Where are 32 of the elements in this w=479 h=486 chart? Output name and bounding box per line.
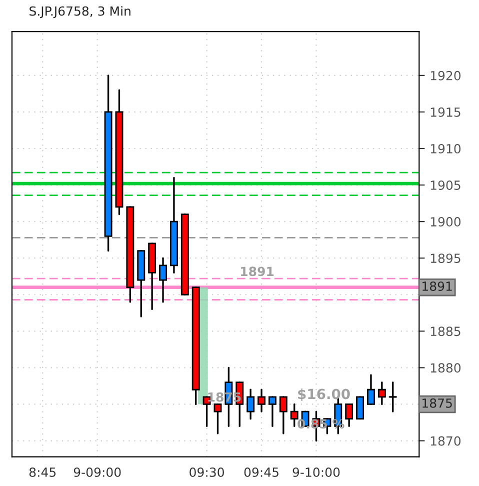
annotation: $16.00 xyxy=(298,388,350,402)
annotation: 1875 xyxy=(422,398,452,408)
x-tick-label: 8:45 xyxy=(29,467,56,477)
candlestick xyxy=(356,396,364,420)
candlestick xyxy=(258,388,266,412)
candlestick xyxy=(268,396,276,427)
candlestick xyxy=(366,374,375,406)
y-tick-label: 1915 xyxy=(430,107,460,117)
x-tick-label: 09:30 xyxy=(190,467,224,477)
y-tick-label: 1910 xyxy=(430,144,461,154)
ref-line-label: 1891 xyxy=(422,281,452,291)
y-tick-label: 1920 xyxy=(430,70,461,80)
candlestick xyxy=(345,403,354,427)
x-tick-label: 9-10:00 xyxy=(292,467,340,477)
annotation: 1891 xyxy=(241,266,274,276)
annotation: 0.85 % xyxy=(298,419,344,429)
y-tick-label: 1900 xyxy=(430,217,461,226)
candlestick xyxy=(214,403,222,434)
candlestick xyxy=(279,396,288,434)
y-tick-label: 1885 xyxy=(430,326,460,336)
y-tick-label: 1895 xyxy=(430,254,460,264)
y-tick-label: 1880 xyxy=(430,363,461,373)
x-tick-label: 9-09:00 xyxy=(74,467,121,477)
candlestick xyxy=(159,257,167,303)
candlestick xyxy=(378,381,386,406)
chart-title: S.JP.J6758, 3 Min xyxy=(30,6,130,18)
y-tick-label: 1870 xyxy=(430,436,461,446)
candlestick xyxy=(246,388,255,420)
x-tick-label: 09:45 xyxy=(244,467,278,477)
candlestick xyxy=(388,381,397,412)
candlestick xyxy=(290,403,298,427)
y-tick-label: 1905 xyxy=(430,180,460,190)
